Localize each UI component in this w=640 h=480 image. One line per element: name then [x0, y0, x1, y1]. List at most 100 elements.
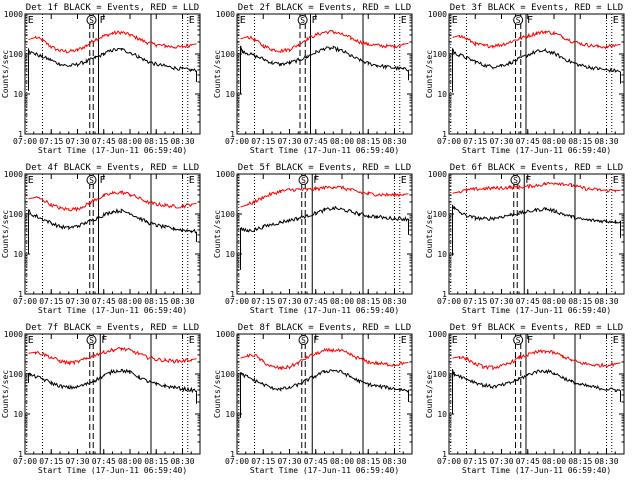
x-tick-label: 08:00 — [330, 137, 354, 146]
x-axis-label: Start Time (17-Jun-11 06:59:40) — [250, 306, 399, 315]
x-tick-label: 08:15 — [356, 137, 380, 146]
chart-title: Det 1f BLACK = Events, RED = LLD — [26, 3, 199, 13]
x-tick-label: 07:15 — [463, 457, 487, 466]
x-tick-label: 07:00 — [13, 457, 37, 466]
x-tick-label: 07:00 — [13, 137, 37, 146]
x-tick-label: 07:30 — [277, 297, 301, 306]
marker-label: F — [313, 335, 319, 346]
y-tick-label: 1000 — [216, 330, 235, 339]
x-axis-label: Start Time (17-Jun-11 06:59:40) — [250, 466, 399, 475]
x-tick-label: 08:00 — [330, 297, 354, 306]
y-tick-label: 1 — [230, 130, 235, 139]
series-line-lld-red — [28, 346, 197, 366]
x-axis-label: Start Time (17-Jun-11 06:59:40) — [462, 466, 611, 475]
x-tick-label: 07:00 — [437, 457, 461, 466]
marker-label: E — [240, 15, 246, 26]
marker-label: F — [525, 175, 531, 186]
x-tick-label: 07:30 — [65, 137, 89, 146]
spacecraft-marker-circle — [510, 175, 521, 185]
series-line-lld-red — [28, 30, 197, 54]
series-line-events-black — [240, 369, 409, 418]
series-line-lld-red — [240, 185, 409, 208]
x-tick-label: 07:00 — [437, 297, 461, 306]
x-tick-label: 07:45 — [516, 137, 540, 146]
marker-label: E — [28, 175, 34, 186]
x-tick-label: 08:30 — [382, 457, 406, 466]
x-axis-label: Start Time (17-Jun-11 06:59:40) — [250, 146, 399, 155]
y-tick-label: 1000 — [428, 330, 447, 339]
circle-label: S — [301, 336, 306, 345]
chart-title: Det 8f BLACK = Events, RED = LLD — [238, 323, 411, 333]
x-tick-label: 07:45 — [92, 297, 116, 306]
y-axis-label: Counts/sec — [425, 50, 434, 98]
series-line-lld-red — [28, 190, 197, 212]
x-axis-label: Start Time (17-Jun-11 06:59:40) — [462, 146, 611, 155]
series-line-events-black — [452, 47, 621, 93]
x-tick-label: 08:00 — [542, 137, 566, 146]
y-axis-label: Counts/sec — [213, 210, 222, 258]
x-tick-label: 07:30 — [489, 297, 513, 306]
y-tick-label: 1000 — [4, 170, 23, 179]
x-axis-label: Start Time (17-Jun-11 06:59:40) — [462, 306, 611, 315]
y-axis-label: Counts/sec — [213, 50, 222, 98]
x-tick-label: 08:15 — [568, 457, 592, 466]
x-axis-label: Start Time (17-Jun-11 06:59:40) — [38, 306, 187, 315]
x-tick-label: 08:30 — [382, 137, 406, 146]
chart-panel-5: Det 5f BLACK = Events, RED = LLD 1 10 100 10… — [213, 163, 413, 315]
chart-panel-4: Det 4f BLACK = Events, RED = LLD 1 10 100 10… — [1, 163, 201, 315]
marker-label: E — [613, 335, 619, 346]
x-tick-label: 08:30 — [170, 457, 194, 466]
circle-label: S — [513, 176, 518, 185]
plot-frame — [24, 13, 201, 135]
circle-label: S — [89, 336, 94, 345]
y-axis-label: Counts/sec — [1, 370, 10, 418]
circle-label: S — [301, 176, 306, 185]
chart-panel-1: Det 1f BLACK = Events, RED = LLD 1 10 100 10… — [1, 3, 201, 155]
y-tick-label: 1000 — [4, 330, 23, 339]
spacecraft-marker-circle — [513, 15, 524, 25]
x-tick-label: 08:15 — [568, 137, 592, 146]
chart-title: Det 7f BLACK = Events, RED = LLD — [26, 323, 199, 333]
circle-label: S — [516, 336, 521, 345]
x-tick-label: 07:15 — [39, 297, 63, 306]
marker-label: F — [101, 335, 107, 346]
x-tick-label: 08:30 — [594, 137, 618, 146]
series-line-lld-red — [240, 347, 409, 371]
y-tick-label: 100 — [9, 370, 24, 379]
x-tick-label: 07:45 — [92, 457, 116, 466]
plot-frame — [448, 173, 625, 295]
y-tick-label: 1000 — [4, 10, 23, 19]
x-tick-label: 07:15 — [39, 457, 63, 466]
x-tick-label: 08:00 — [330, 457, 354, 466]
x-tick-label: 07:00 — [225, 297, 249, 306]
x-tick-label: 07:00 — [13, 297, 37, 306]
series-line-lld-red — [452, 181, 621, 194]
y-tick-label: 100 — [433, 210, 448, 219]
x-tick-label: 07:15 — [463, 297, 487, 306]
x-tick-label: 07:00 — [225, 137, 249, 146]
chart-title: Det 9f BLACK = Events, RED = LLD — [450, 323, 623, 333]
spacecraft-marker-circle — [513, 335, 524, 345]
x-tick-label: 07:30 — [277, 137, 301, 146]
x-tick-label: 08:30 — [594, 297, 618, 306]
y-tick-label: 100 — [9, 210, 24, 219]
y-tick-label: 10 — [13, 90, 23, 99]
y-tick-label: 1 — [230, 290, 235, 299]
marker-label: E — [28, 335, 34, 346]
x-tick-label: 07:00 — [225, 457, 249, 466]
marker-label: E — [189, 335, 195, 346]
chart-panel-3: Det 3f BLACK = Events, RED = LLD 1 10 100 10… — [425, 3, 625, 155]
y-tick-label: 1 — [18, 450, 23, 459]
y-tick-label: 1000 — [428, 10, 447, 19]
spacecraft-marker-circle — [298, 175, 309, 185]
spacecraft-marker-circle — [86, 335, 97, 345]
y-tick-label: 1 — [18, 290, 23, 299]
marker-label: E — [189, 15, 195, 26]
x-axis-label: Start Time (17-Jun-11 06:59:40) — [38, 466, 187, 475]
y-axis-label: Counts/sec — [1, 50, 10, 98]
y-tick-label: 1 — [442, 130, 447, 139]
y-tick-label: 1 — [442, 290, 447, 299]
y-tick-label: 10 — [225, 250, 235, 259]
y-tick-label: 10 — [437, 250, 447, 259]
